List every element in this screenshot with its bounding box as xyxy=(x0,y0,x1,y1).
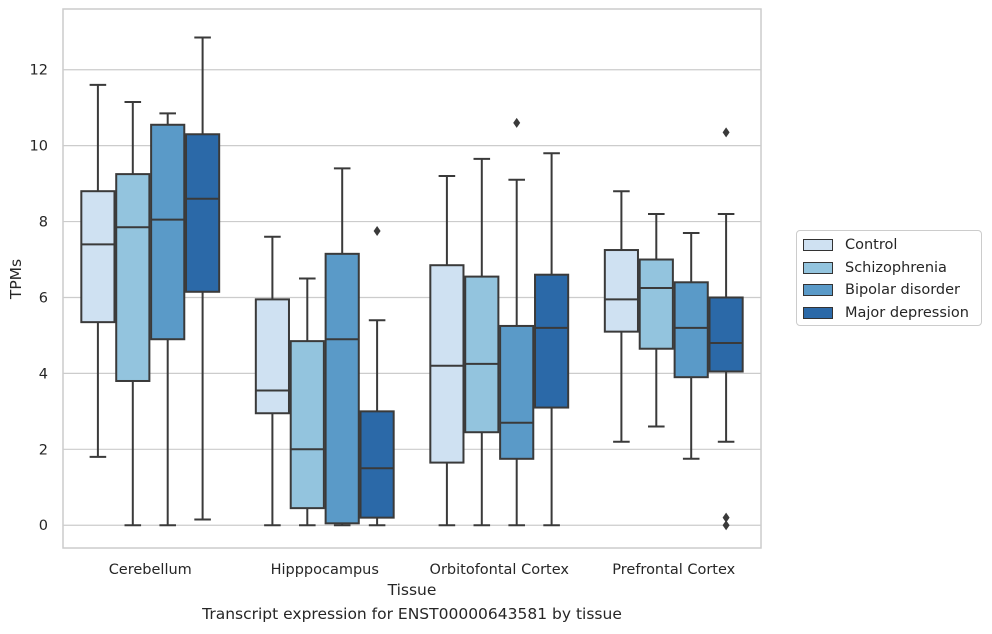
box-iqr xyxy=(254,298,290,415)
box-iqr xyxy=(289,340,325,510)
outlier-point xyxy=(373,226,381,237)
outlier-point xyxy=(722,520,730,531)
outlier-point xyxy=(722,512,730,523)
legend: Control Schizophrenia Bipolar disorder M… xyxy=(796,230,982,326)
y-tick-label: 2 xyxy=(39,442,48,458)
box-iqr xyxy=(115,173,151,382)
legend-swatch-control xyxy=(803,239,833,251)
y-tick-label: 0 xyxy=(39,518,48,534)
legend-label-schizophrenia: Schizophrenia xyxy=(845,260,947,276)
outlier-point xyxy=(513,117,521,128)
y-tick-label: 6 xyxy=(39,290,48,306)
legend-item-major-depression: Major depression xyxy=(803,303,969,323)
series-control xyxy=(80,83,639,527)
y-tick-label: 8 xyxy=(39,215,48,231)
x-tick-labels: Cerebellum Hipppocampus Orbitofontal Corte… xyxy=(109,562,736,578)
box-iqr xyxy=(324,252,360,525)
box-iqr xyxy=(80,190,116,324)
box-iqr xyxy=(499,324,535,460)
y-tick-label: 4 xyxy=(39,366,48,382)
box-iqr xyxy=(429,264,465,464)
x-tick-label: Hipppocampus xyxy=(271,562,379,578)
series-major-depression xyxy=(185,36,744,531)
legend-label-control: Control xyxy=(845,237,898,253)
legend-item-schizophrenia: Schizophrenia xyxy=(803,258,947,278)
box-iqr xyxy=(359,410,395,519)
y-tick-labels: 0 2 4 6 8 10 12 xyxy=(30,63,48,534)
legend-label-bipolar-disorder: Bipolar disorder xyxy=(845,282,960,298)
y-tick-label: 12 xyxy=(30,63,48,79)
legend-swatch-schizophrenia xyxy=(803,262,833,274)
legend-swatch-major-depression xyxy=(803,307,833,319)
legend-item-bipolar-disorder: Bipolar disorder xyxy=(803,280,960,300)
x-tick-label: Cerebellum xyxy=(109,562,192,578)
box-iqr xyxy=(534,273,570,409)
plot-frame xyxy=(62,8,762,549)
y-axis-title: TPMs xyxy=(7,259,25,300)
box-iqr xyxy=(603,249,639,333)
box-iqr xyxy=(464,275,500,434)
chart-caption: Transcript expression for ENST0000064358… xyxy=(202,605,622,623)
legend-swatch-bipolar-disorder xyxy=(803,284,833,296)
box-iqr xyxy=(708,296,744,373)
series-bipolar-disorder xyxy=(150,112,709,527)
box-iqr xyxy=(638,258,674,350)
box-iqr xyxy=(673,281,709,379)
box-iqr xyxy=(185,133,221,293)
outlier-point xyxy=(722,127,730,138)
x-tick-label: Prefrontal Cortex xyxy=(612,562,735,578)
legend-label-major-depression: Major depression xyxy=(845,305,969,321)
series-schizophrenia xyxy=(115,100,674,527)
y-tick-label: 10 xyxy=(30,139,48,155)
x-axis-title: Tissue xyxy=(387,581,437,599)
x-tick-label: Orbitofontal Cortex xyxy=(430,562,570,578)
box-series xyxy=(80,36,744,531)
legend-item-control: Control xyxy=(803,235,897,255)
box-iqr xyxy=(150,123,186,341)
